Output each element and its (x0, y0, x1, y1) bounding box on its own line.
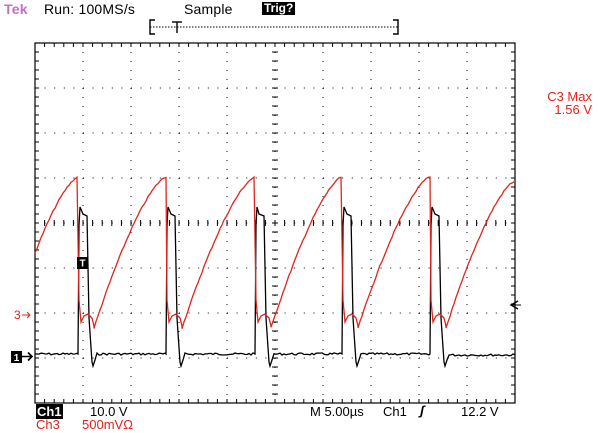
measurement-value: 1.56 V (554, 102, 592, 117)
ch1-ground-label: 1 (14, 353, 20, 364)
ch1-arrow-icon (22, 351, 34, 362)
ch1-name: Ch1 (36, 404, 63, 419)
acquisition-mode: Sample (184, 1, 233, 17)
ch3-scale: 500mVΩ (82, 417, 133, 432)
measurement-label: C3 Max (547, 89, 592, 104)
record-view-bracket (149, 19, 399, 35)
trigger-source: Ch1 (383, 404, 407, 419)
ch1-name-badge: Ch1 (36, 404, 63, 419)
brand-logo: Tek (4, 1, 28, 17)
graticule (34, 42, 515, 404)
measurement-readout: C3 Max 1.56 V (547, 90, 592, 116)
trigger-point-label: T (79, 259, 85, 270)
ch3-arrow-icon (22, 311, 31, 319)
ch3-name: Ch3 (36, 417, 60, 432)
trigger-level: 12.2 V (461, 404, 499, 419)
ch3-trace (34, 175, 515, 329)
trigger-slope-icon: ʃ (420, 403, 425, 418)
ch3-ground-marker: 3 (14, 308, 21, 322)
acquisition-rate: Run: 100MS/s (44, 1, 136, 17)
ch1-trace (35, 206, 516, 369)
graticule-frame (34, 42, 516, 404)
ch1-ground-marker (11, 351, 22, 363)
trigger-point-marker (77, 257, 88, 269)
ch1-scale: 10.0 V (90, 404, 128, 419)
trigger-status-badge: Trig? (262, 1, 296, 15)
timebase-readout: M 5.00µs (310, 404, 364, 419)
